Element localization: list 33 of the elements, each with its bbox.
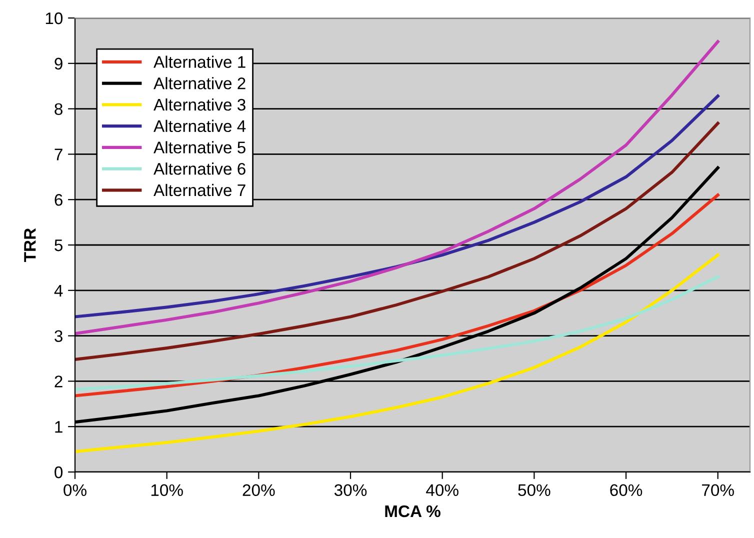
y-tick-label: 4 [54,284,63,296]
line-series [75,122,720,361]
legend-label: Alternative 7 [154,184,246,196]
y-tick-label: 7 [54,148,62,160]
x-tick-label: 0% [64,484,86,496]
y-tick-label: 6 [54,194,62,206]
legend-label: Alternative 5 [154,141,246,154]
legend-label: Alternative 1 [154,56,246,68]
legend-label: Alternative 3 [154,98,246,111]
legend-label: Alternative 2 [154,77,246,90]
line-series [75,40,720,336]
x-tick-label: 70% [702,484,734,496]
line-series [75,253,720,454]
x-tick-label: 20% [242,484,275,496]
line-series [75,275,720,391]
legend-label: Alternative 6 [154,162,246,175]
y-tick-label: 5 [54,240,62,252]
y-axis-title: TRR [24,228,36,262]
x-tick-label: 10% [151,484,183,496]
y-tick-label: 10 [46,12,63,24]
y-tick-label: 9 [54,58,62,70]
y-tick-label: 3 [54,330,62,342]
y-tick-label: 2 [54,376,62,388]
legend-label: Alternative 4 [154,120,246,132]
line-series [75,94,720,318]
x-tick-label: 30% [334,484,367,496]
x-tick-label: 40% [426,484,458,496]
y-tick-label: 8 [54,103,62,116]
y-tick-label: 1 [55,421,62,433]
x-axis-title: MCA % [385,505,440,518]
x-tick-label: 60% [610,484,642,496]
y-tick-label: 0 [54,466,63,478]
x-tick-label: 50% [518,484,550,496]
